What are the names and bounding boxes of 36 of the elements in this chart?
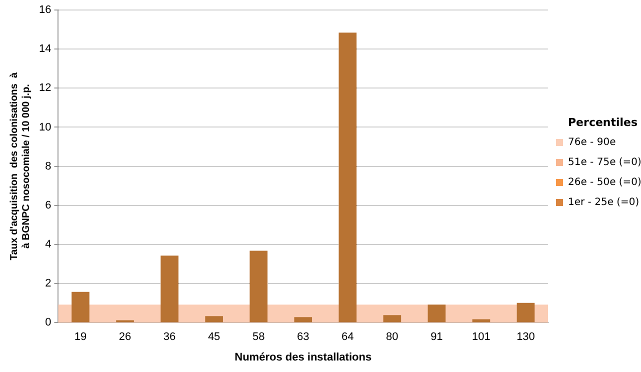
x-tick-label: 19 [74,331,87,344]
x-tick-label: 58 [252,331,265,344]
text: 1er - 25e (=0) [568,197,640,208]
y-tick-label: 10 [38,121,52,134]
bar [72,292,90,322]
bar [516,302,535,322]
bar [250,250,268,322]
bar [428,304,446,322]
y-axis-title: Taux d'acquisition des colonisations à à BGNPC nosocomiale / 10 000 j.p. [8,72,32,260]
x-tick-label: 63 [296,331,310,344]
text: 51e - 75e (=0) [568,157,641,168]
bar [205,316,223,322]
x-tick-label: 101 [472,331,490,344]
bar [338,32,357,322]
y-tick-label: 16 [38,4,52,16]
x-tick-label: 26 [118,331,132,344]
legend-label: 76e - 90e [568,137,616,148]
y-tick-label: 12 [38,82,52,94]
bar [383,315,402,322]
x-tick-label: 130 [516,331,535,344]
x-tick-label: 80 [386,331,398,344]
y-tick-label: 4 [45,238,52,250]
y-tick-label: 8 [45,160,52,172]
text: 26e - 50e (=0) [568,177,641,188]
y-tick-label: 6 [45,199,52,212]
x-tick-label: 64 [342,331,354,344]
x-tick-label: 45 [208,331,220,344]
bar [160,256,178,322]
legend-title: Percentiles [568,116,639,129]
y-tick-label: 14 [38,43,52,56]
x-axis-title: Numéros des installations [234,351,372,364]
y-tick-label: 2 [45,278,52,290]
x-tick-label: 36 [163,331,176,344]
y-tick-label: 0 [45,316,52,329]
bar [294,317,312,322]
x-tick-label: 91 [430,331,443,344]
